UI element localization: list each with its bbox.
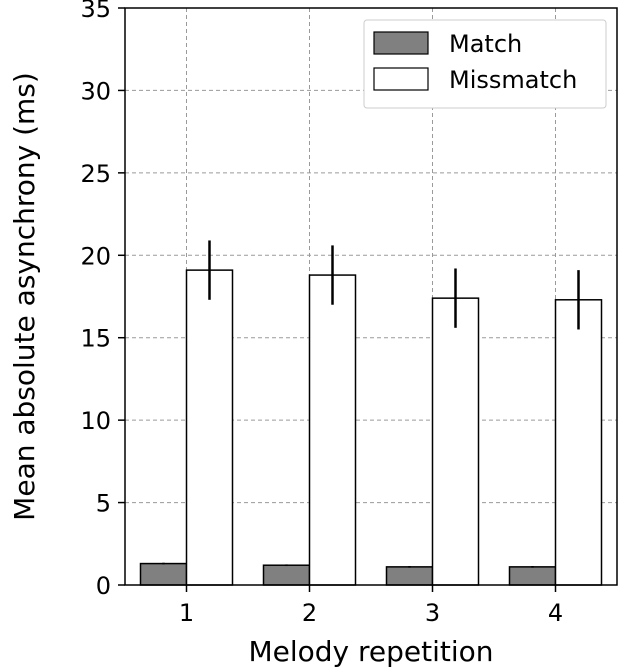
y-axis-label: Mean absolute asynchrony (ms) <box>8 72 41 521</box>
legend: Match Missmatch <box>363 19 607 109</box>
y-tick-label-6: 30 <box>80 77 111 105</box>
bar-match-3 <box>385 566 434 586</box>
error-bars <box>162 240 580 568</box>
x-axis-label: Melody repetition <box>248 635 493 668</box>
legend-swatch-missmatch <box>373 67 429 91</box>
y-tick-label-1: 5 <box>96 490 111 518</box>
bar-match-4 <box>508 566 557 586</box>
bar-match-2 <box>262 564 311 586</box>
bar-missmatch-4 <box>554 299 603 586</box>
legend-swatch-match <box>373 31 429 55</box>
y-tick-label-7: 35 <box>80 0 111 23</box>
x-axis-ticks: 1 2 3 4 <box>179 585 563 627</box>
y-tick-label-0: 0 <box>96 572 111 600</box>
bars <box>139 269 603 586</box>
y-tick-label-3: 15 <box>80 325 111 353</box>
x-tick-label-1: 2 <box>302 599 317 627</box>
legend-label-match: Match <box>449 30 522 58</box>
plot-frame <box>124 7 618 586</box>
x-tick-label-3: 4 <box>548 599 563 627</box>
legend-label-missmatch: Missmatch <box>449 66 577 94</box>
bar-missmatch-2 <box>308 274 357 586</box>
bar-match-1 <box>139 562 188 586</box>
bar-missmatch-3 <box>431 297 480 586</box>
x-tick-label-2: 3 <box>425 599 440 627</box>
y-tick-label-2: 10 <box>80 407 111 435</box>
bar-missmatch-1 <box>185 269 234 586</box>
y-tick-label-4: 20 <box>80 242 111 270</box>
y-axis-ticks: 0 5 10 15 20 25 30 35 <box>80 0 125 600</box>
y-tick-label-5: 25 <box>80 160 111 188</box>
x-tick-label-0: 1 <box>179 599 194 627</box>
